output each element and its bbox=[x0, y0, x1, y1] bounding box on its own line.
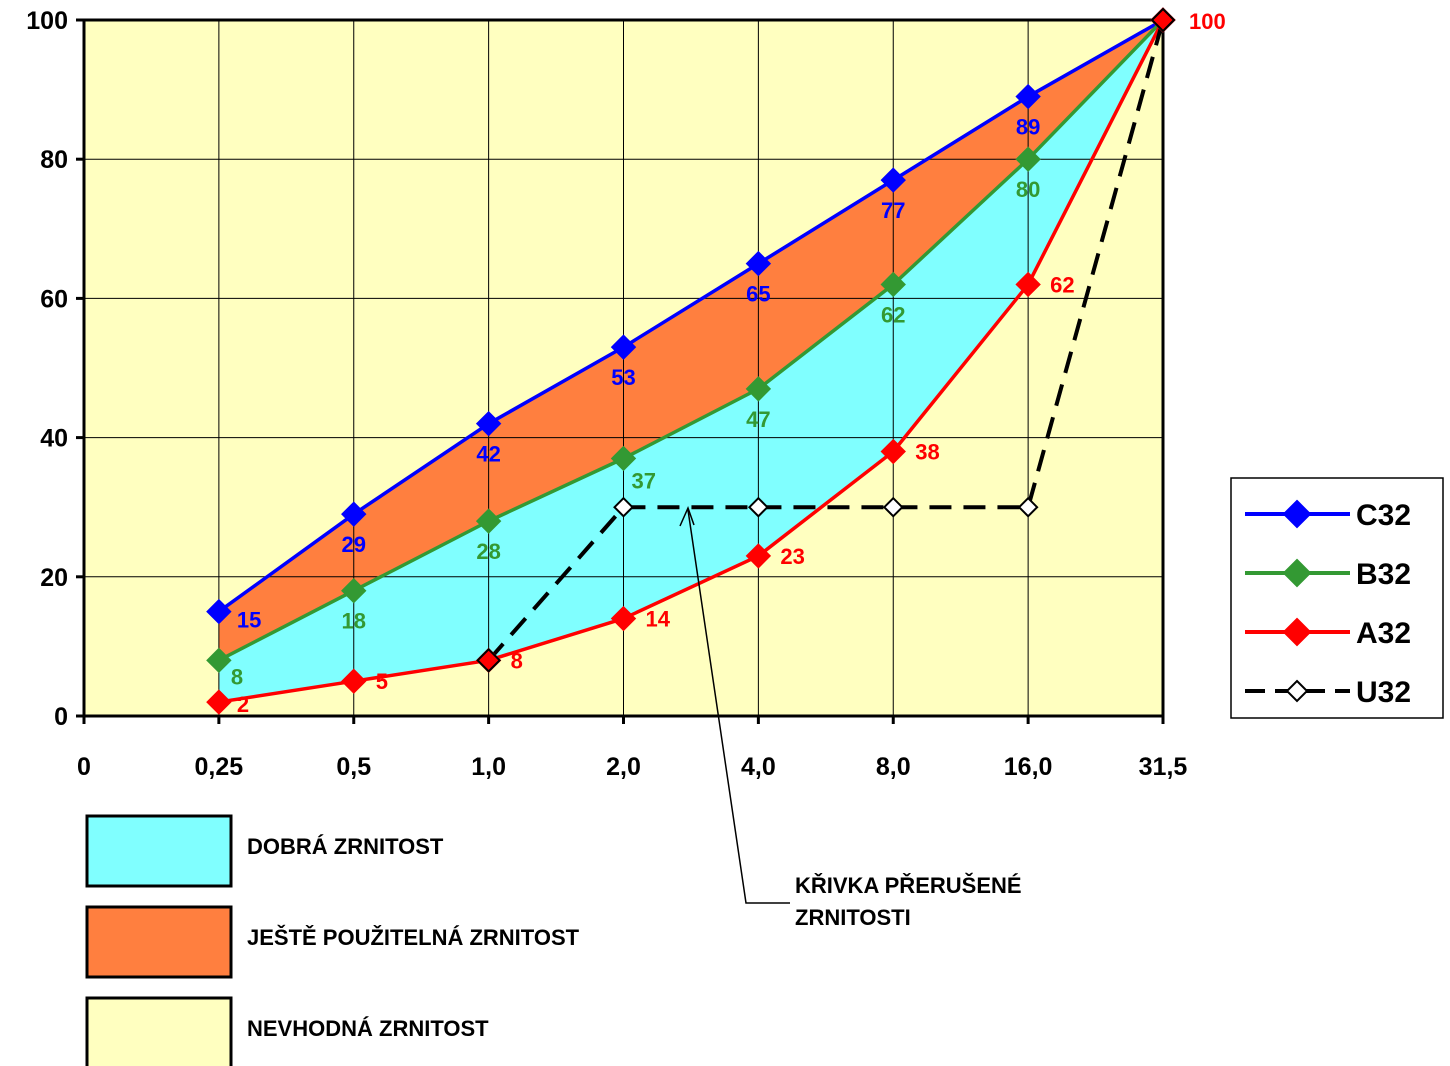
legend-marker-b32 bbox=[1282, 558, 1312, 588]
point-marker bbox=[1015, 83, 1041, 110]
point-marker bbox=[610, 605, 637, 632]
point-marker bbox=[1017, 496, 1039, 518]
y-tick-label: 100 bbox=[26, 7, 68, 35]
plot-area: 0 20 40 60 80 100 0 0,25 0,5 1,0 2,0 4,0 8,0 16,0 31,5… bbox=[26, 7, 1225, 781]
data-label-c32: 65 bbox=[746, 282, 770, 307]
data-label-b32: 18 bbox=[342, 609, 366, 634]
zone-swatch bbox=[85, 905, 233, 979]
annotation-text: ZRNITOSTI bbox=[795, 905, 911, 930]
data-label-a32: 62 bbox=[1050, 272, 1074, 297]
data-label-a32: 2 bbox=[237, 692, 249, 717]
point-marker bbox=[341, 578, 367, 604]
series-line-u32 bbox=[487, 19, 1165, 662]
zone-label: NEVHODNÁ ZRNITOST bbox=[247, 1016, 489, 1041]
x-tick-label: 1,0 bbox=[471, 753, 506, 781]
y-tick-label: 60 bbox=[40, 285, 68, 313]
point-marker bbox=[880, 167, 906, 193]
x-tick-label: 8,0 bbox=[876, 753, 911, 781]
annotation: KŘIVKA PŘERUŠENÉ ZRNITOSTI bbox=[679, 505, 1022, 930]
data-label-b32: 8 bbox=[231, 664, 243, 689]
y-tick-label: 40 bbox=[40, 425, 68, 453]
point-marker bbox=[475, 508, 502, 534]
series-line-c32 bbox=[217, 18, 1164, 614]
x-tick-label: 0 bbox=[77, 753, 91, 781]
legend-label-u32: U32 bbox=[1356, 676, 1411, 709]
point-marker bbox=[206, 647, 232, 674]
x-tick-label: 4,0 bbox=[741, 753, 776, 781]
point-marker bbox=[610, 445, 637, 472]
data-label-b32: 37 bbox=[632, 468, 656, 493]
legend: C32 B32 A32 U32 bbox=[1230, 477, 1444, 719]
data-label-a32: 5 bbox=[376, 669, 388, 694]
data-label-c32: 29 bbox=[342, 532, 366, 557]
zone-label: DOBRÁ ZRNITOST bbox=[247, 834, 444, 859]
y-tick-label: 20 bbox=[40, 564, 68, 592]
x-tick-label: 31,5 bbox=[1139, 753, 1188, 781]
annotation-arrowhead bbox=[679, 505, 695, 527]
data-label-c32: 53 bbox=[611, 365, 635, 390]
point-marker bbox=[341, 501, 367, 527]
data-label-c32: 42 bbox=[476, 442, 500, 467]
zone-swatch bbox=[85, 814, 233, 888]
point-marker bbox=[1015, 146, 1041, 172]
x-tick-label: 0,25 bbox=[195, 753, 244, 781]
legend-marker-u32 bbox=[1285, 679, 1309, 703]
data-label-b32: 47 bbox=[746, 407, 770, 432]
data-label-c32: 77 bbox=[881, 198, 905, 223]
zone-key: DOBRÁ ZRNITOST JEŠTĚ POUŽITELNÁ ZRNITOST N… bbox=[85, 814, 580, 1066]
point-marker bbox=[475, 410, 502, 437]
data-label-c32: 15 bbox=[237, 608, 261, 633]
band-usable-grading bbox=[218, 20, 1163, 661]
legend-label-b32: B32 bbox=[1356, 558, 1411, 591]
y-tick-label: 80 bbox=[40, 146, 68, 174]
x-tick-label: 0,5 bbox=[336, 753, 371, 781]
data-label-a32: 38 bbox=[915, 440, 939, 465]
data-label-b32: 80 bbox=[1016, 177, 1040, 202]
legend-label-a32: A32 bbox=[1356, 617, 1411, 650]
data-label-a32: 8 bbox=[511, 648, 523, 673]
point-marker bbox=[880, 438, 906, 465]
zone-label: JEŠTĚ POUŽITELNÁ ZRNITOST bbox=[247, 925, 580, 950]
point-marker bbox=[206, 689, 232, 715]
point-marker bbox=[882, 496, 904, 518]
legend-marker-a32 bbox=[1282, 617, 1312, 647]
data-label-a32: 100 bbox=[1189, 9, 1226, 34]
point-marker bbox=[613, 496, 634, 518]
point-marker bbox=[880, 271, 906, 298]
series-line-b32 bbox=[218, 18, 1165, 662]
data-label-a32: 23 bbox=[780, 544, 804, 569]
y-tick-label: 0 bbox=[54, 703, 68, 731]
legend-label-c32: C32 bbox=[1356, 499, 1411, 532]
annotation-leader-line bbox=[687, 509, 790, 904]
data-label-b32: 28 bbox=[476, 539, 500, 564]
zone-swatch bbox=[85, 996, 233, 1066]
point-marker bbox=[745, 250, 772, 277]
x-tick-label: 16,0 bbox=[1004, 753, 1053, 781]
x-tick-label: 2,0 bbox=[606, 753, 641, 781]
data-label-a32: 14 bbox=[646, 607, 671, 632]
point-marker bbox=[476, 647, 502, 673]
annotation-text: KŘIVKA PŘERUŠENÉ bbox=[795, 873, 1022, 898]
point-marker bbox=[747, 496, 769, 518]
point-marker bbox=[610, 334, 637, 360]
point-marker bbox=[341, 668, 367, 694]
point-marker bbox=[206, 598, 232, 625]
point-marker bbox=[1015, 271, 1041, 298]
data-label-c32: 89 bbox=[1016, 115, 1040, 140]
point-marker bbox=[745, 376, 772, 402]
legend-marker-c32 bbox=[1282, 499, 1312, 529]
band-good-grading bbox=[218, 20, 1163, 703]
point-marker bbox=[1150, 7, 1176, 33]
point-marker bbox=[745, 543, 772, 569]
series-line-a32 bbox=[218, 19, 1165, 704]
data-label-b32: 62 bbox=[881, 302, 905, 327]
legend-box bbox=[1230, 477, 1444, 719]
